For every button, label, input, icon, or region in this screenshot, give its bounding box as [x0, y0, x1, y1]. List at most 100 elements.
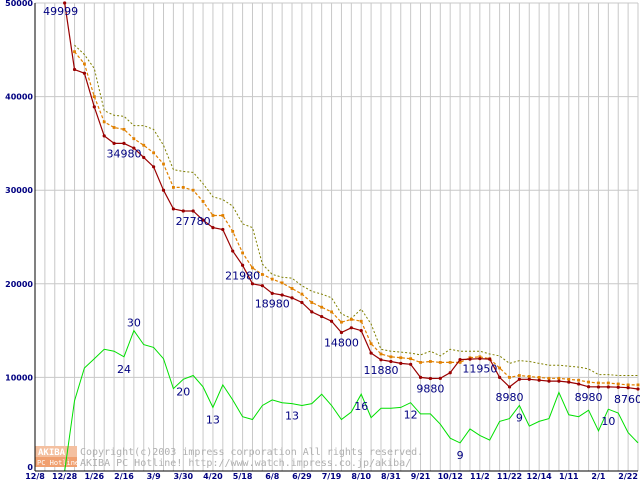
data-label: 13 [285, 410, 299, 423]
data-point [399, 356, 403, 360]
data-point [181, 209, 185, 213]
x-tick-label: 2/22 [618, 472, 638, 480]
copyright-line-2: AKIBA PC Hotline! http://www.watch.impre… [80, 458, 411, 469]
data-label: 12 [404, 409, 418, 422]
data-point [537, 376, 541, 379]
data-point [112, 141, 116, 145]
data-point [369, 342, 373, 346]
data-point [488, 357, 492, 361]
data-point [92, 95, 96, 98]
data-point [626, 386, 630, 390]
data-point [517, 377, 521, 381]
logo-bottom-text: PC Hotline [37, 459, 79, 467]
x-tick-label: 3/30 [173, 472, 193, 480]
y-tick-label: 20000 [5, 280, 33, 289]
data-point [537, 378, 541, 382]
data-point [498, 375, 502, 379]
data-point [577, 378, 581, 382]
data-point [142, 155, 146, 160]
data-point [211, 214, 215, 217]
data-point [438, 361, 442, 364]
data-point [142, 143, 146, 147]
data-point [389, 355, 393, 359]
data-point [300, 292, 304, 296]
data-point [557, 379, 561, 383]
data-label: 20 [176, 385, 190, 398]
data-point [428, 376, 433, 381]
data-point [340, 320, 343, 324]
data-point [270, 277, 274, 281]
data-point [567, 380, 571, 384]
x-tick-label: 2/16 [114, 472, 134, 480]
data-point [290, 287, 294, 290]
data-point [260, 273, 264, 276]
data-label: 9880 [416, 383, 444, 396]
data-point [448, 371, 452, 375]
x-tick-label: 1/26 [84, 472, 104, 480]
x-tick-label: 10/12 [438, 472, 463, 480]
data-point [320, 314, 324, 319]
data-point [211, 226, 215, 230]
x-tick-label: 12/8 [25, 472, 45, 480]
data-point [112, 126, 116, 129]
data-label: 9 [516, 411, 523, 424]
data-point [458, 361, 462, 364]
data-point [587, 380, 590, 384]
data-point [152, 165, 156, 169]
x-tick-label: 11/22 [497, 472, 522, 480]
data-point [240, 263, 245, 267]
data-label: 8980 [575, 391, 603, 404]
data-point [567, 377, 571, 381]
data-point [92, 105, 96, 109]
x-tick-label: 4/20 [203, 472, 223, 480]
x-axis-ticks: 12/8 12/28 1/26 2/16 3/9 3/30 4/20 5/18 6/8 6/29 7… [25, 472, 638, 480]
data-point [72, 67, 77, 72]
data-point [586, 385, 591, 389]
data-point [310, 310, 314, 314]
data-point [508, 376, 511, 379]
data-point [517, 374, 521, 377]
data-label: 27780 [176, 215, 211, 228]
data-point [191, 188, 195, 192]
data-label: 11950 [462, 363, 497, 376]
data-label: 10 [601, 415, 615, 428]
data-point [349, 317, 353, 321]
plot-area [35, 3, 638, 471]
data-point [409, 362, 413, 366]
akiba-logo: AKIBA PC Hotline [35, 446, 79, 467]
data-point [171, 207, 175, 211]
data-point [636, 383, 640, 387]
data-label: 30 [127, 317, 141, 330]
data-point [409, 357, 413, 361]
data-point [359, 319, 363, 323]
y-tick-label: 0 [27, 463, 33, 472]
data-point [300, 300, 304, 305]
y-tick-label: 50000 [5, 0, 33, 8]
x-tick-label: 12/14 [527, 472, 553, 480]
data-labels: 49999 34980 27780 21980 18980 14800 11880 9880 1… [43, 5, 640, 462]
data-label: 21980 [225, 269, 260, 282]
grid [34, 2, 639, 472]
data-point [547, 379, 551, 383]
data-point [527, 375, 531, 378]
data-point [280, 281, 284, 285]
series-line-highest-price [74, 44, 638, 376]
x-tick-label: 6/29 [292, 472, 312, 480]
data-point [122, 127, 126, 131]
data-point [626, 383, 630, 387]
data-point [260, 284, 264, 288]
data-point [498, 366, 502, 370]
data-point [132, 146, 136, 150]
data-point [329, 319, 334, 323]
x-tick-label: 9/21 [411, 472, 431, 480]
data-label: 8980 [495, 391, 523, 404]
data-point [596, 385, 601, 389]
copyright-line-1: Copyright(c)2003 impress corporation All… [80, 447, 423, 458]
data-label: 8760 [614, 393, 640, 406]
series-group [63, 1, 640, 472]
data-point [171, 185, 175, 189]
x-tick-label: 12/28 [52, 472, 78, 480]
x-tick-label: 8/31 [381, 472, 401, 480]
data-point [616, 385, 620, 389]
